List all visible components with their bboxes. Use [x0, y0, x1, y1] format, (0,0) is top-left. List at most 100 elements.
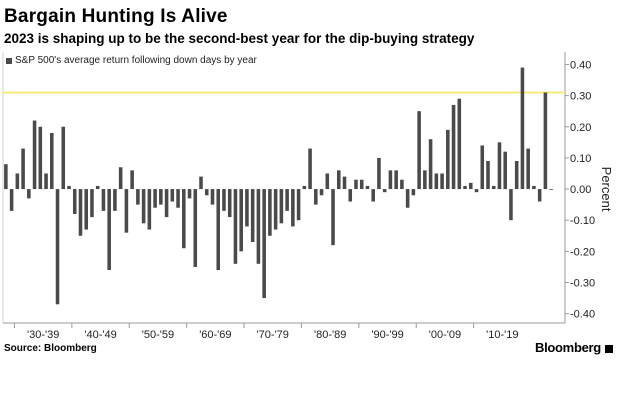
bar-1999 — [411, 189, 416, 196]
bar-1997 — [400, 179, 404, 190]
bar-1980 — [302, 185, 307, 190]
bar-2012 — [486, 161, 490, 190]
bar-1945 — [101, 189, 106, 211]
bar-2010 — [474, 189, 479, 193]
bar-1933 — [32, 120, 37, 190]
bar-1963 — [204, 189, 209, 196]
y-tick-label: -0.40 — [570, 309, 595, 321]
chart-subtitle: 2023 is shaping up to be the second-best… — [4, 31, 475, 46]
legend: S&P 500's average return following down … — [6, 55, 257, 66]
bar-1992 — [371, 189, 375, 202]
x-tick-label: '90-'99 — [371, 329, 403, 341]
bar-1964 — [210, 189, 215, 205]
bar-1965 — [216, 189, 221, 271]
bar-1939 — [67, 185, 71, 190]
bar-2002 — [428, 139, 433, 190]
bar-1962 — [199, 176, 203, 190]
x-tick-label: '10-'19 — [486, 329, 518, 341]
y-tick-label: -0.10 — [570, 215, 595, 227]
bar-2000 — [417, 111, 421, 190]
bar-1975 — [273, 189, 278, 230]
bar-1974 — [268, 189, 272, 236]
bar-2023 — [549, 189, 553, 190]
bar-1942 — [84, 189, 88, 230]
bar-1995 — [388, 170, 393, 190]
bar-1957 — [170, 189, 175, 202]
legend-swatch — [6, 57, 12, 64]
bar-1961 — [193, 189, 198, 267]
y-tick-label: 0.40 — [570, 59, 591, 71]
bar-1930 — [15, 173, 20, 190]
bar-1950 — [130, 170, 134, 190]
bar-1946 — [107, 189, 111, 271]
y-tick-label: -0.20 — [570, 246, 595, 258]
bar-1979 — [296, 189, 301, 221]
x-tick-label: '50-'59 — [142, 329, 174, 341]
bar-1977 — [285, 189, 289, 211]
bar-2007 — [457, 98, 462, 190]
bar-1989 — [354, 179, 358, 190]
bar-1994 — [382, 189, 387, 193]
bar-1934 — [38, 126, 43, 190]
bar-2008 — [463, 185, 467, 190]
y-tick-label: 0.20 — [570, 122, 591, 134]
bar-1973 — [262, 189, 266, 299]
bar-1948 — [118, 167, 123, 190]
legend-label: S&P 500's average return following down … — [15, 55, 257, 66]
bar-1953 — [147, 189, 152, 230]
bar-2021 — [537, 189, 542, 202]
bar-1991 — [365, 185, 370, 190]
bar-1943 — [90, 189, 94, 218]
bar-1940 — [72, 189, 77, 214]
bar-1996 — [394, 170, 398, 190]
bloomberg-logo: Bloomberg — [535, 340, 613, 355]
y-tick-label: 0.30 — [570, 91, 591, 103]
bar-2019 — [526, 148, 530, 190]
bar-1954 — [153, 189, 157, 208]
bar-2022 — [543, 92, 548, 190]
bar-2018 — [520, 67, 525, 190]
bar-1935 — [44, 173, 48, 190]
bar-2006 — [451, 104, 456, 190]
bar-1983 — [319, 189, 324, 196]
bar-1958 — [176, 189, 180, 208]
bar-1947 — [113, 189, 117, 211]
bar-2011 — [480, 145, 485, 190]
x-tick-label: '40-'49 — [84, 329, 116, 341]
bar-1993 — [377, 157, 381, 190]
y-tick-label: 0.10 — [570, 153, 591, 165]
bar-1967 — [227, 189, 232, 218]
bar-1968 — [233, 189, 238, 264]
bar-1981 — [308, 148, 312, 190]
x-tick-label: '80-'89 — [314, 329, 346, 341]
bar-1937 — [55, 189, 60, 305]
bar-1938 — [61, 126, 66, 190]
bar-2003 — [434, 173, 439, 190]
bar-1929 — [9, 189, 14, 211]
bar-1955 — [159, 189, 163, 205]
bar-2009 — [469, 182, 473, 190]
bar-1986 — [336, 170, 341, 190]
bar-2001 — [423, 170, 427, 190]
bar-1985 — [331, 189, 335, 246]
x-tick-label: '70-'79 — [257, 329, 289, 341]
bar-1959 — [182, 189, 186, 249]
bar-1987 — [342, 176, 347, 190]
bar-2004 — [440, 173, 444, 190]
bar-1969 — [239, 189, 243, 252]
brand-name: Bloomberg — [535, 340, 601, 355]
bar-1928 — [4, 164, 8, 190]
bar-1976 — [279, 189, 284, 224]
bar-1978 — [291, 189, 295, 227]
source-note: Source: Bloomberg — [4, 343, 97, 354]
bar-1966 — [222, 189, 226, 211]
brand-square-icon — [604, 344, 613, 353]
bar-1988 — [348, 189, 353, 202]
bar-2015 — [503, 151, 507, 190]
bar-1971 — [250, 189, 255, 243]
bar-1982 — [314, 189, 318, 205]
bar-1952 — [141, 189, 146, 224]
bar-1956 — [164, 189, 169, 218]
bar-1972 — [256, 189, 261, 264]
